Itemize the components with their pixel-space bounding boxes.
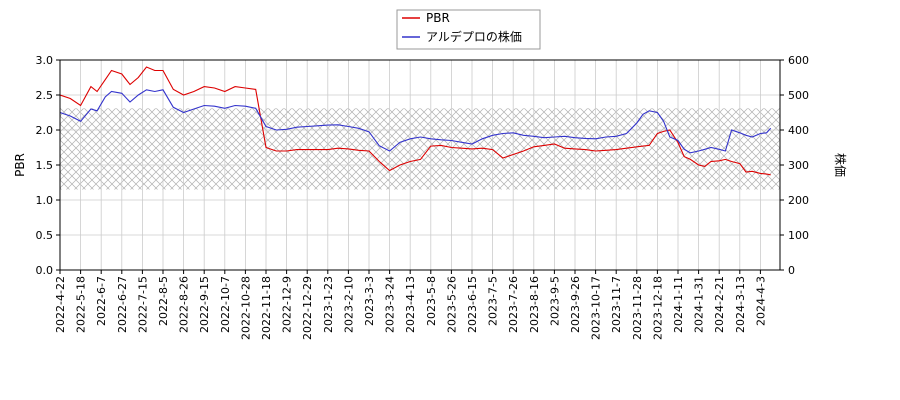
x-tick-label: 2023-3-24 (384, 276, 397, 333)
right-axis: 0 100 200 300 400 500 600 (780, 54, 809, 277)
x-tick-label: 2023-6-15 (466, 276, 479, 333)
x-tick-label: 2022-7-15 (136, 276, 149, 333)
hatched-band-area (60, 108, 780, 190)
x-tick-label: 2023-2-10 (342, 276, 355, 333)
x-tick-label: 2022-10-7 (219, 276, 232, 333)
left-tick-label: 1.0 (36, 194, 54, 207)
x-tick-label: 2024-4-3 (754, 276, 767, 326)
hatched-band (60, 108, 780, 190)
left-tick-label: 2.0 (36, 124, 54, 137)
series-lines (60, 66, 772, 176)
legend-box (396, 9, 541, 50)
x-tick-label: 2023-11-28 (631, 276, 644, 340)
x-tick-label: 2022-5-18 (75, 276, 88, 333)
x-tick-label: 2024-1-31 (693, 276, 706, 333)
x-tick-label: 2022-6-7 (95, 276, 108, 326)
grid (59, 59, 780, 271)
right-tick-label: 600 (788, 54, 809, 67)
series-line-price (60, 89, 772, 154)
x-tick-label: 2023-7-26 (507, 276, 520, 333)
x-tick-label: 2023-10-17 (590, 276, 603, 340)
x-tick-label: 2023-1-23 (322, 276, 335, 333)
right-tick-label: 200 (788, 194, 809, 207)
right-tick-label: 300 (788, 159, 809, 172)
x-tick-label: 2022-8-26 (178, 276, 191, 333)
x-tick-label: 2022-10-28 (239, 276, 252, 340)
legend-label-price: アルデプロの株価 (426, 29, 522, 44)
left-axis-title: PBR (13, 153, 27, 177)
x-tick-label: 2024-3-13 (734, 276, 747, 333)
x-tick-label: 2022-12-9 (281, 276, 294, 333)
x-tick-label: 2023-5-26 (445, 276, 458, 333)
left-axis: 0.0 0.5 1.0 1.5 2.0 2.5 3.0 (36, 54, 60, 277)
x-tick-label: 2022-11-18 (260, 276, 273, 340)
left-tick-label: 1.5 (36, 159, 54, 172)
x-tick-label: 2023-9-26 (569, 276, 582, 333)
x-tick-label: 2023-7-5 (487, 276, 500, 326)
legend: PBR アルデプロの株価 (396, 9, 541, 50)
x-tick-label: 2023-8-16 (528, 276, 541, 333)
x-tick-label: 2022-4-22 (54, 276, 67, 333)
x-tick-label: 2023-3-3 (363, 276, 376, 326)
series-line-pbr (60, 66, 771, 176)
x-tick-label: 2022-8-5 (157, 276, 170, 326)
right-tick-label: 500 (788, 89, 809, 102)
left-tick-label: 0.5 (36, 229, 54, 242)
x-tick-label: 2023-12-18 (651, 276, 664, 340)
x-tick-label: 2023-4-13 (404, 276, 417, 333)
x-tick-label: 2024-1-11 (672, 276, 685, 333)
x-tick-label: 2024-2-21 (713, 276, 726, 333)
x-tick-label: 2023-11-7 (610, 276, 623, 333)
left-tick-label: 3.0 (36, 54, 54, 67)
right-tick-label: 0 (788, 264, 795, 277)
x-tick-label: 2022-9-15 (198, 276, 211, 333)
x-tick-label: 2022-6-27 (116, 276, 129, 333)
x-axis: 2022-4-22 2022-5-18 2022-6-7 2022-6-27 2022-… (54, 270, 767, 340)
legend-label-pbr: PBR (426, 11, 450, 25)
x-tick-label: 2022-12-29 (301, 276, 314, 340)
x-tick-label: 2023-5-8 (425, 276, 438, 326)
right-tick-label: 400 (788, 124, 809, 137)
right-axis-title: 株価 (833, 153, 848, 177)
left-tick-label: 0.0 (36, 264, 54, 277)
right-tick-label: 100 (788, 229, 809, 242)
left-tick-label: 2.5 (36, 89, 54, 102)
x-tick-label: 2023-9-5 (548, 276, 561, 326)
